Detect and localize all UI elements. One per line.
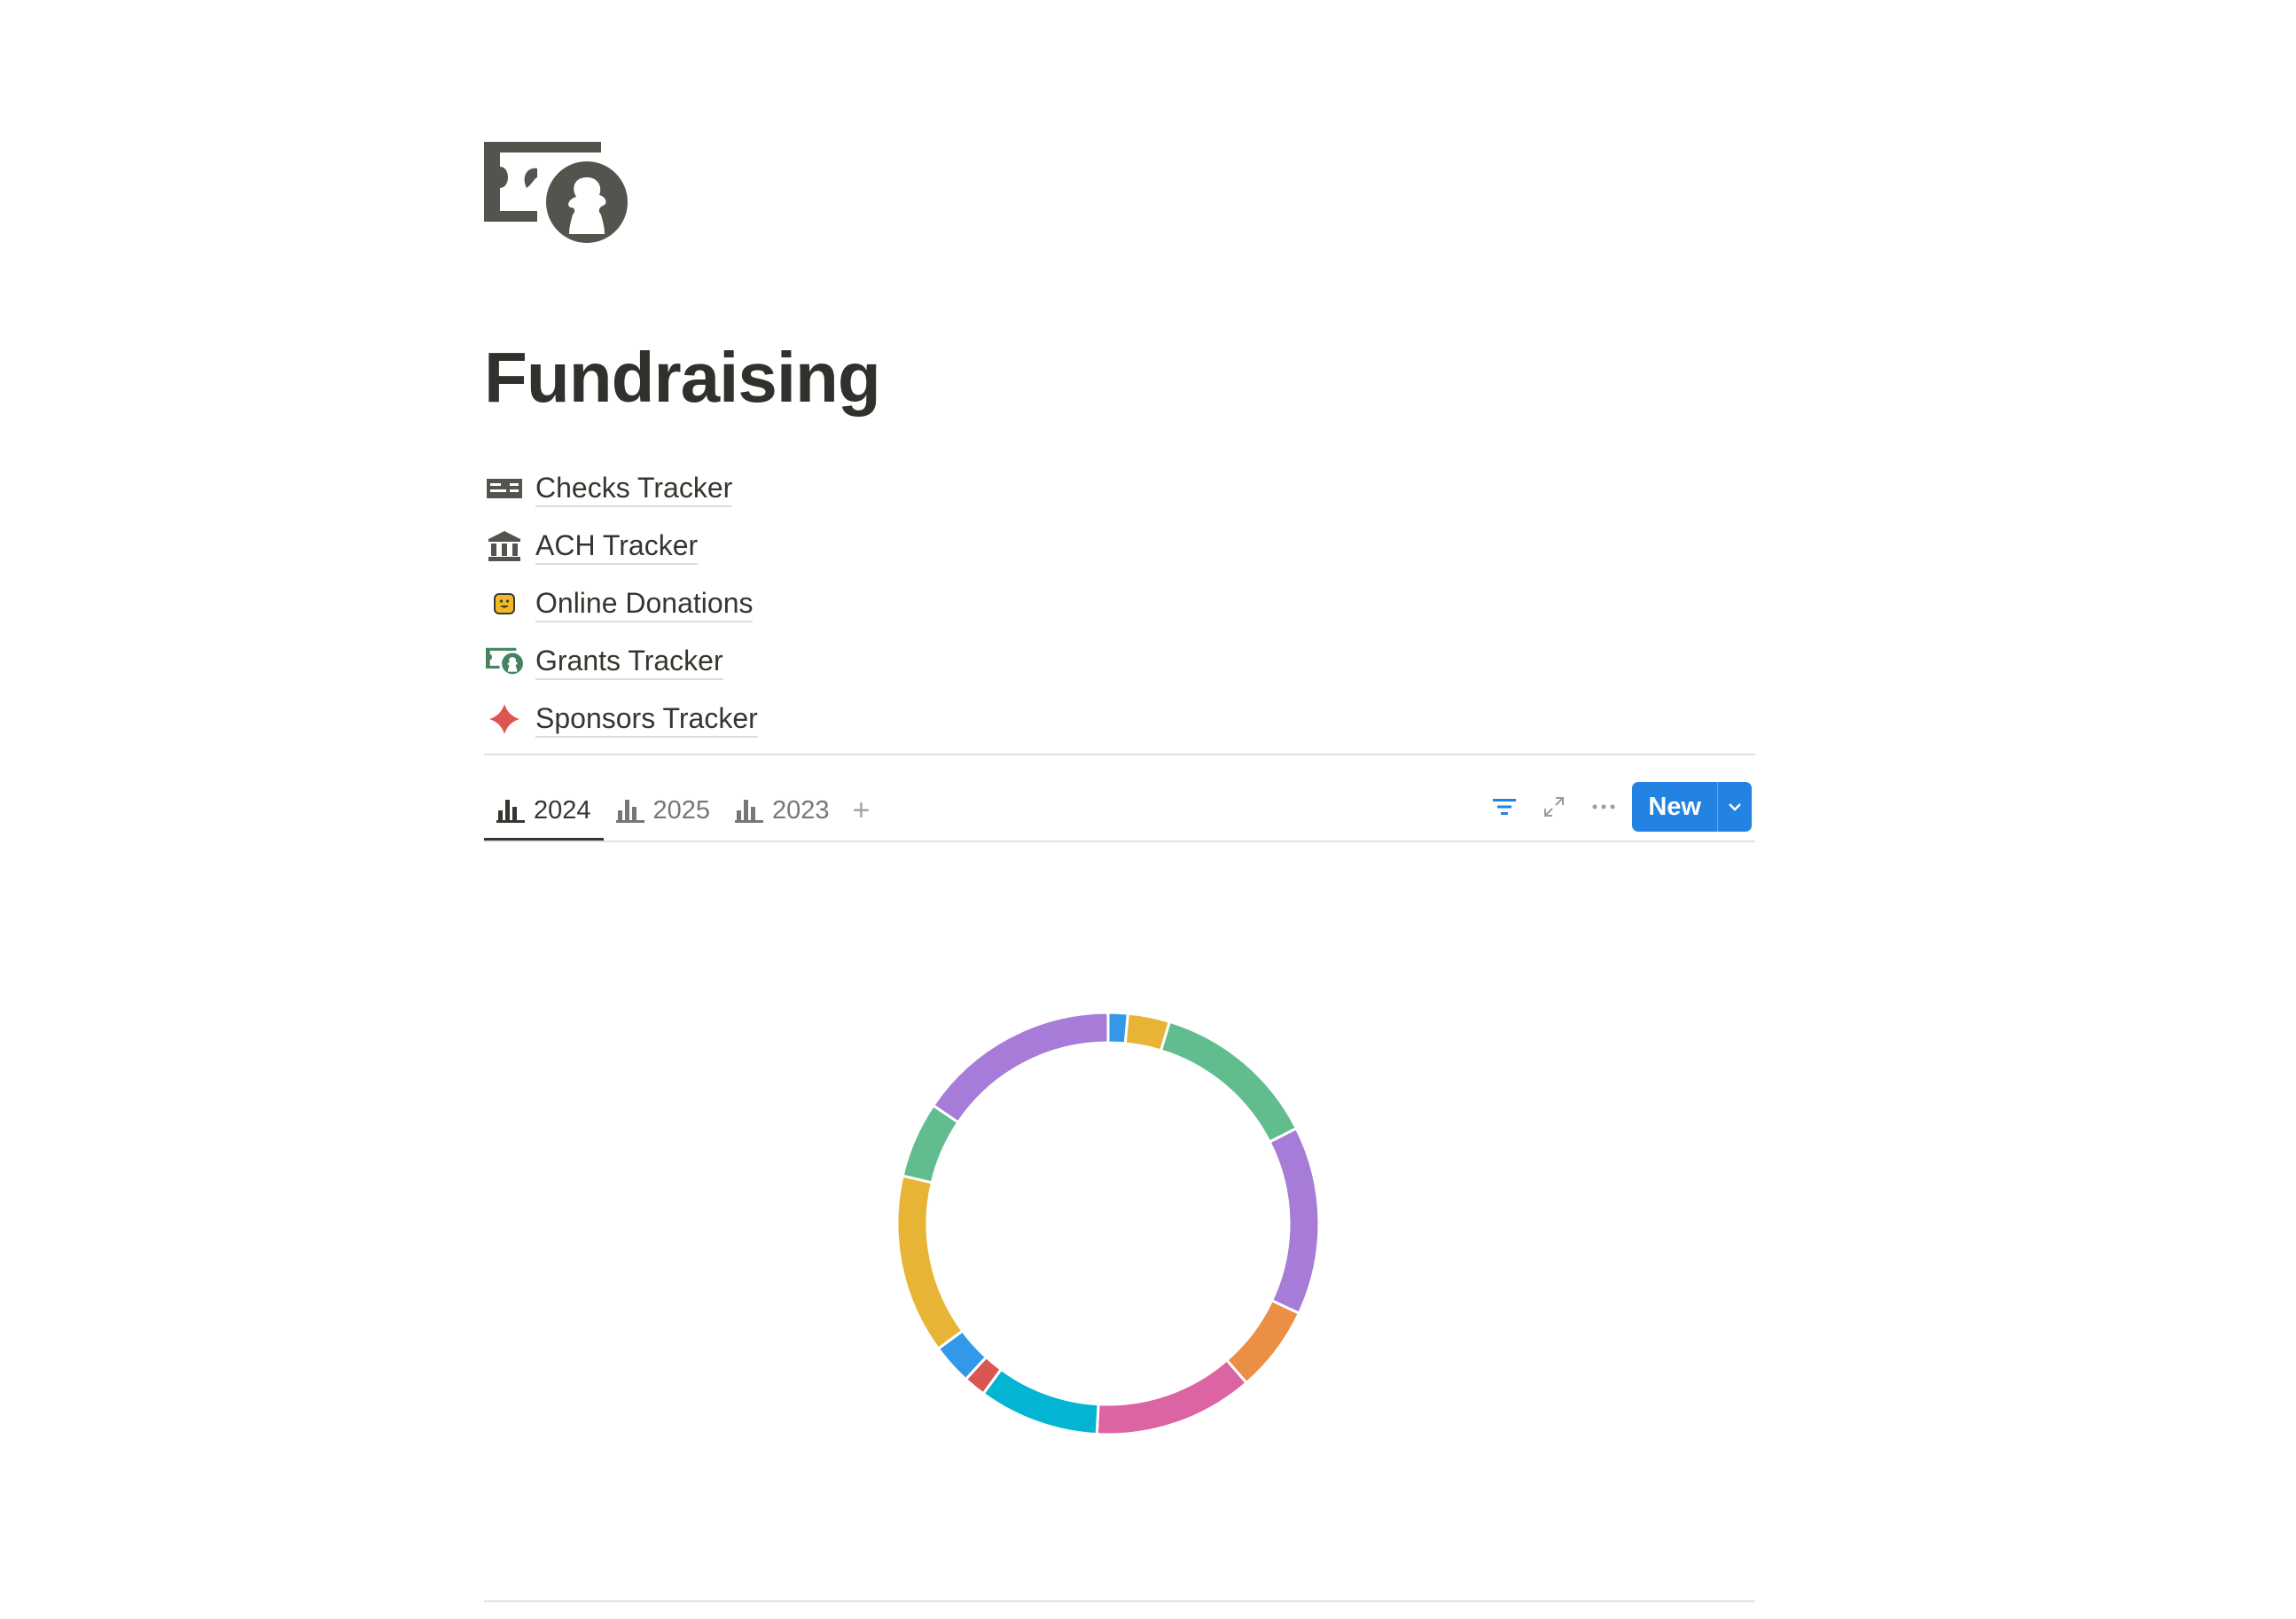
tab-label: 2024 [534,795,591,825]
donut-chart [895,1011,1321,1436]
bank-icon [486,530,523,562]
link-grants-tracker[interactable]: Grants Tracker [486,632,758,690]
tab-label: 2023 [772,795,830,825]
link-label[interactable]: Sponsors Tracker [535,700,758,738]
bar-chart-icon [496,800,525,823]
expand-button[interactable] [1529,782,1579,832]
expand-icon [1544,797,1565,817]
new-button[interactable]: New [1648,792,1701,821]
tabs-divider [484,841,1755,842]
donut-slice-4[interactable] [1224,1298,1301,1385]
view-toolbar: New [1480,782,1752,832]
more-dots-icon [1592,804,1615,810]
donut-slice-2[interactable] [1159,1020,1299,1145]
donut-slice-3[interactable] [1268,1126,1321,1316]
link-ach-tracker[interactable]: ACH Tracker [486,517,758,575]
check-icon [486,473,523,504]
bar-chart-icon [735,800,764,823]
new-dropdown-button[interactable] [1717,782,1752,832]
new-button-group: New [1632,782,1752,832]
link-label[interactable]: Checks Tracker [535,470,733,507]
donut-slice-5[interactable] [1095,1357,1249,1436]
link-label[interactable]: ACH Tracker [535,528,699,565]
money-portrait-icon [486,645,523,677]
tab-2025[interactable]: 2025 [604,780,723,841]
bottom-divider [484,1600,1755,1602]
smiley-bot-icon [486,588,523,620]
link-label[interactable]: Grants Tracker [535,643,723,680]
link-checks-tracker[interactable]: Checks Tracker [486,459,758,517]
bar-chart-icon [615,800,644,823]
donut-slice-11[interactable] [931,1011,1110,1124]
view-tabs: 2024 2025 2023 + [484,780,880,841]
more-options-button[interactable] [1579,782,1628,832]
linked-pages: Checks Tracker ACH Tracker Online Donati… [486,459,758,747]
donut-slice-9[interactable] [895,1174,964,1351]
tab-label: 2025 [652,795,711,825]
divider [484,754,1755,755]
tab-2024[interactable]: 2024 [484,780,604,841]
link-sponsors-tracker[interactable]: Sponsors Tracker [486,690,758,747]
page-title: Fundraising [484,338,881,417]
diamond-icon [486,703,523,735]
link-label[interactable]: Online Donations [535,585,754,622]
donut-slice-6[interactable] [981,1367,1100,1436]
chevron-down-icon [1729,803,1741,811]
filter-icon [1493,799,1517,815]
tab-2023[interactable]: 2023 [722,780,842,841]
add-view-button[interactable]: + [852,793,871,827]
money-portrait-icon [484,142,628,243]
filter-button[interactable] [1480,782,1529,832]
link-online-donations[interactable]: Online Donations [486,575,758,632]
